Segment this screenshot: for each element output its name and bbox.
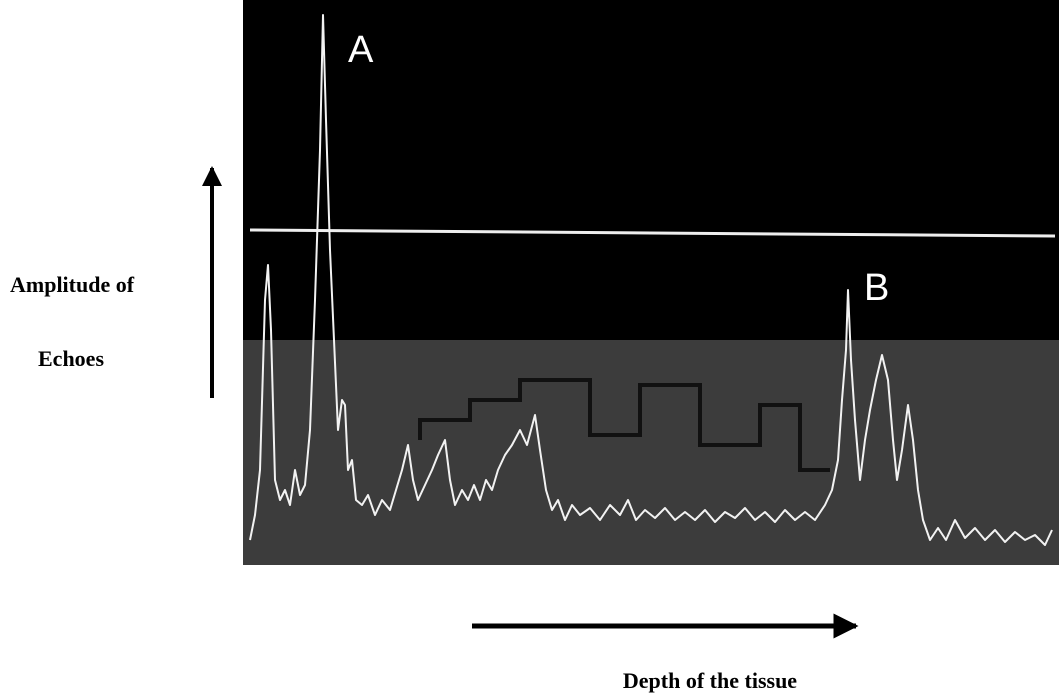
y-axis-label: Amplitude of <box>10 272 135 297</box>
peak-label: B <box>864 267 889 309</box>
y-axis-label: Echoes <box>38 346 104 371</box>
figure: A B Amplitude of Echoes Depth of the tis… <box>0 0 1059 697</box>
peak-label: A <box>348 29 374 71</box>
x-axis-label: Depth of the tissue <box>623 668 797 693</box>
page: A B Amplitude of Echoes Depth of the tis… <box>0 0 1059 697</box>
